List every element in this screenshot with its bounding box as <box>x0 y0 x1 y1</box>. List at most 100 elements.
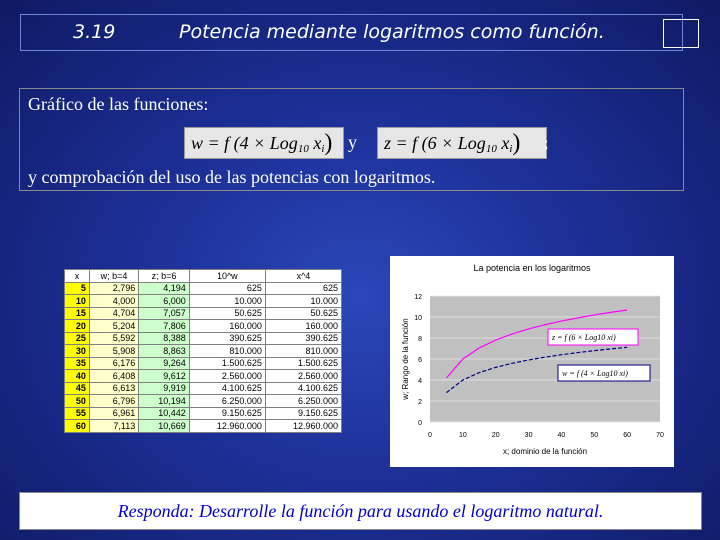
table-cell: 7,806 <box>138 319 190 333</box>
table-cell: 5,908 <box>88 344 140 358</box>
table-cell: 6,000 <box>138 294 190 308</box>
table-cell: 6,408 <box>88 369 140 383</box>
table-cell: 160.000 <box>264 319 343 333</box>
y-tick-label: 0 <box>418 420 422 427</box>
table-header: x <box>64 269 90 283</box>
formula-w-lhs: w = f <box>191 132 230 153</box>
table-cell: 35 <box>64 356 90 370</box>
table-cell: 810.000 <box>188 344 266 358</box>
table-cell: 160.000 <box>188 319 266 333</box>
table-row: 5 2,796 4,194 625 625 <box>64 281 343 295</box>
table-cell: 9,612 <box>138 369 190 383</box>
annotation-label: z = f (6 × Log10 xi) <box>551 333 616 342</box>
slide-title: Potencia mediante logaritmos como funció… <box>179 21 605 43</box>
table-cell: 2.560.000 <box>264 369 343 383</box>
table-cell: 6,613 <box>88 381 140 395</box>
table-row: 30 5,908 8,863 810.000 810.000 <box>64 344 343 358</box>
table-row: 20 5,204 7,806 160.000 160.000 <box>64 319 343 333</box>
chart-panel: La potencia en los logaritmos 0 2 4 6 8 10 12 0 1… <box>390 256 674 467</box>
table-cell: 1.500.625 <box>264 356 343 370</box>
table-cell: 10,194 <box>138 394 190 408</box>
series-line-0 <box>445 309 628 379</box>
table-cell: 25 <box>64 331 90 345</box>
slide-number: 3.19 <box>73 21 116 43</box>
table-cell: 12.960.000 <box>188 419 266 433</box>
table-row: 60 7,113 10,669 12.960.000 12.960.000 <box>64 419 343 433</box>
corner-box[interactable] <box>663 19 699 48</box>
table-cell: 4,194 <box>138 281 190 295</box>
formula-z-close: ) <box>512 129 521 156</box>
table-cell: 625 <box>264 281 343 295</box>
formula-w: w = f (4 × Log 10 x i) <box>184 127 344 159</box>
table-cell: 12.960.000 <box>264 419 343 433</box>
table-cell: 50.625 <box>264 306 343 320</box>
table-cell: 8,863 <box>138 344 190 358</box>
table-cell: 10.000 <box>264 294 343 308</box>
table-header: w; b=4 <box>88 269 140 283</box>
table-cell: 6.250.000 <box>188 394 266 408</box>
table-cell: 5 <box>64 281 90 295</box>
table-cell: 5,204 <box>88 319 140 333</box>
y-tick-label: 4 <box>418 378 422 385</box>
intro-box: Gráfico de las funciones: w = f (4 × Log… <box>19 88 684 191</box>
line-chart: La potencia en los logaritmos 0 2 4 6 8 10 12 0 1… <box>401 263 664 456</box>
formula-w-arg: (4 × Log <box>233 132 298 153</box>
table-row: 10 4,000 6,000 10.000 10.000 <box>64 294 343 308</box>
x-tick-label: 40 <box>558 432 566 439</box>
table-cell: 6,796 <box>88 394 140 408</box>
table-cell: 10.000 <box>188 294 266 308</box>
table-cell: 50.625 <box>188 306 266 320</box>
table-row: 50 6,796 10,194 6.250.000 6.250.000 <box>64 394 343 408</box>
values-table: x w; b=4 z; b=6 10^w x^4 5 2,796 4,194 625 6… <box>64 269 343 433</box>
annotation-box <box>557 364 651 382</box>
table-cell: 10,669 <box>138 419 190 433</box>
title-bar: 3.19 Potencia mediante logaritmos como f… <box>20 14 683 51</box>
intro-line-2: y comprobación del uso de las potencias … <box>28 167 436 187</box>
conjunction: y <box>348 132 357 152</box>
formula-w-base: 10 <box>297 143 309 155</box>
table-cell: 10,442 <box>138 406 190 420</box>
table-cell: 4,704 <box>88 306 140 320</box>
table-header: x^4 <box>264 269 343 283</box>
y-tick-label: 6 <box>418 357 422 364</box>
table-cell: 6.250.000 <box>264 394 343 408</box>
y-tick-label: 8 <box>418 336 422 343</box>
table-cell: 5,592 <box>88 331 140 345</box>
y-axis-label: w; Rango de la función <box>401 318 410 400</box>
table-cell: 40 <box>64 369 90 383</box>
table-cell: 1.500.625 <box>188 356 266 370</box>
table-cell: 8,388 <box>138 331 190 345</box>
table-cell: 4,000 <box>88 294 140 308</box>
table-cell: 2,796 <box>88 281 140 295</box>
table-cell: 9,919 <box>138 381 190 395</box>
table-row: 40 6,408 9,612 2.560.000 2.560.000 <box>64 369 343 383</box>
formula-w-index: i <box>321 143 325 155</box>
table-cell: 390.625 <box>264 331 343 345</box>
table-cell: 50 <box>64 394 90 408</box>
table-cell: 390.625 <box>188 331 266 345</box>
x-axis-label: x; dominio de la función <box>503 447 587 456</box>
y-tick-label: 12 <box>414 294 422 301</box>
table-cell: 6,961 <box>88 406 140 420</box>
formula-z-index: i <box>509 143 513 155</box>
table-cell: 60 <box>64 419 90 433</box>
table-row: 25 5,592 8,388 390.625 390.625 <box>64 331 343 345</box>
table-cell: 30 <box>64 344 90 358</box>
table-cell: 9,264 <box>138 356 190 370</box>
formula-z-var: x <box>501 132 510 153</box>
formula-z: z = f (6 × Log 10 x i) <box>377 127 547 159</box>
annotation-box <box>547 328 639 346</box>
table-cell: 2.560.000 <box>188 369 266 383</box>
table-cell: 6,176 <box>88 356 140 370</box>
x-tick-label: 70 <box>656 432 664 439</box>
table-cell: 9.150.625 <box>264 406 343 420</box>
formula-z-lhs: z = f <box>384 132 418 153</box>
table-cell: 810.000 <box>264 344 343 358</box>
formula-w-var: x <box>313 132 322 153</box>
table-row: 55 6,961 10,442 9.150.625 9.150.625 <box>64 406 343 420</box>
formula-z-arg: (6 × Log <box>421 132 486 153</box>
table-cell: 7,057 <box>138 306 190 320</box>
table-header: z; b=6 <box>138 269 190 283</box>
table-cell: 45 <box>64 381 90 395</box>
table-header: 10^w <box>188 269 266 283</box>
